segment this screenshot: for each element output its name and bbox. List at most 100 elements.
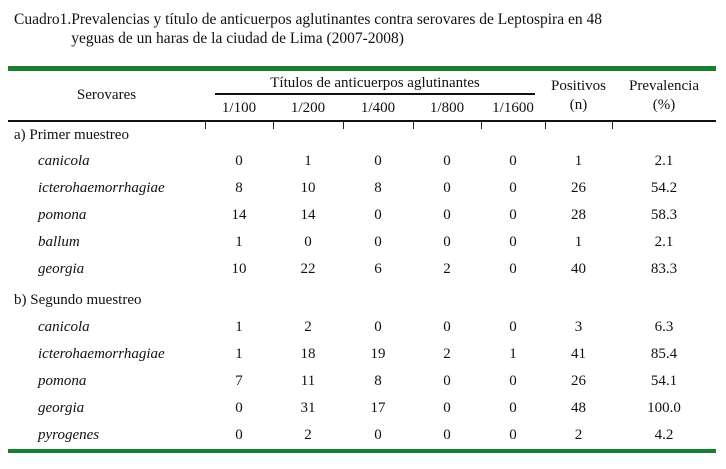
titer-1-400-cell: 0 <box>374 153 382 169</box>
table-caption: Cuadro1. Prevalencias y título de anticu… <box>14 10 716 48</box>
titer-1-200-cell: 18 <box>300 346 316 362</box>
caption-text: Prevalencias y título de anticuerpos agl… <box>71 11 602 47</box>
titer-1-400-cell: 6 <box>374 261 382 277</box>
titer-1-400-cell: 17 <box>370 400 386 416</box>
column-divider-tick <box>343 122 344 129</box>
table-row: georgia 10 22 6 2 0 40 83.3 <box>8 256 716 283</box>
table-row: pomona 14 14 0 0 0 28 58.3 <box>8 202 716 229</box>
header-dilution-1-800: 1/800 <box>413 97 481 122</box>
prevalencia-cell: 2.1 <box>654 234 674 250</box>
titer-1-400-cell: 19 <box>370 346 386 362</box>
titer-1-400-cell: 0 <box>374 207 382 223</box>
titer-1-800-cell: 0 <box>443 427 451 443</box>
positivos-cell: 28 <box>571 207 586 223</box>
titer-1-100-cell: 7 <box>235 373 243 389</box>
section-header-row: a) Primer muestreo <box>8 121 716 148</box>
titer-1-200-cell: 2 <box>304 427 312 443</box>
titer-1-200-cell: 0 <box>304 234 312 250</box>
column-divider-tick <box>545 122 546 129</box>
titer-1-100-cell: 1 <box>235 346 243 362</box>
titer-1-1600-cell: 1 <box>509 346 517 362</box>
titer-1-200-cell: 22 <box>300 261 316 277</box>
titer-1-100-cell: 8 <box>235 180 243 196</box>
titer-1-400-cell: 8 <box>374 373 382 389</box>
header-positivos: Positivos (n) <box>545 71 612 122</box>
titer-1-1600-cell: 0 <box>509 373 517 389</box>
table-row: georgia 0 31 17 0 0 48 100.0 <box>8 395 716 422</box>
table-row: canicola 1 2 0 0 0 3 6.3 <box>8 314 716 341</box>
prevalencia-cell: 2.1 <box>654 153 674 169</box>
header-prevalencia: Prevalencia (%) <box>612 71 716 122</box>
prevalencia-cell: 54.2 <box>650 180 678 196</box>
serovar-name-cell: pomona <box>38 207 87 223</box>
prevalencia-cell: 6.3 <box>654 319 674 335</box>
titer-1-800-cell: 0 <box>443 319 451 335</box>
positivos-cell: 1 <box>574 234 583 250</box>
titer-1-200-cell: 10 <box>300 180 316 196</box>
serovar-name-cell: georgia <box>38 261 85 277</box>
titer-1-800-cell: 0 <box>443 234 451 250</box>
positivos-cell: 3 <box>574 319 583 335</box>
prevalencia-cell: 54.1 <box>650 373 678 389</box>
prevalencia-cell: 4.2 <box>654 427 674 443</box>
positivos-cell: 40 <box>571 261 586 277</box>
header-dilution-1-1600: 1/1600 <box>481 97 545 122</box>
titer-1-400-cell: 0 <box>374 427 382 443</box>
titer-1-800-cell: 0 <box>443 207 451 223</box>
column-divider-tick <box>612 122 613 129</box>
positivos-cell: 2 <box>574 427 583 443</box>
table-row: pyrogenes 0 2 0 0 0 2 4.2 <box>8 422 716 449</box>
titer-1-1600-cell: 0 <box>509 400 517 416</box>
titer-1-1600-cell: 0 <box>509 427 517 443</box>
header-prevalencia-line1: Prevalencia <box>629 77 699 94</box>
serovar-name-cell: canicola <box>38 153 90 169</box>
header-titers-group: Títulos de anticuerpos aglutinantes <box>205 71 545 97</box>
positivos-cell: 1 <box>574 153 583 169</box>
prevalencia-cell: 100.0 <box>647 400 681 416</box>
column-divider-tick <box>205 122 206 129</box>
section-label: a) Primer muestreo <box>14 126 129 143</box>
table-header: Serovares Títulos de anticuerpos aglutin… <box>8 71 716 122</box>
table-body: a) Primer muestreo canicola 0 1 0 0 0 1 … <box>8 121 716 449</box>
titer-1-100-cell: 0 <box>235 400 243 416</box>
titer-1-200-cell: 11 <box>300 373 316 389</box>
titer-1-100-cell: 1 <box>235 234 243 250</box>
positivos-cell: 41 <box>571 346 586 362</box>
titer-1-1600-cell: 0 <box>509 153 517 169</box>
titer-1-100-cell: 0 <box>235 153 243 169</box>
table-row: ballum 1 0 0 0 0 1 2.1 <box>8 229 716 256</box>
serovar-name-cell: icterohaemorrhagiae <box>38 346 165 362</box>
titer-1-800-cell: 0 <box>443 373 451 389</box>
titer-1-800-cell: 0 <box>443 153 451 169</box>
prevalencia-cell: 58.3 <box>650 207 678 223</box>
prevalencia-cell: 85.4 <box>650 346 678 362</box>
titer-1-200-cell: 2 <box>304 319 312 335</box>
caption-number: Cuadro1. <box>14 11 72 28</box>
titer-1-100-cell: 14 <box>231 207 247 223</box>
titer-1-100-cell: 0 <box>235 427 243 443</box>
data-table-wrapper: Serovares Títulos de anticuerpos aglutin… <box>8 66 716 453</box>
titer-1-400-cell: 0 <box>374 234 382 250</box>
titer-1-400-cell: 0 <box>374 319 382 335</box>
serovar-name-cell: ballum <box>38 234 80 250</box>
titer-1-800-cell: 2 <box>443 261 451 277</box>
serovar-name-cell: georgia <box>38 400 85 416</box>
table-row: icterohaemorrhagiae 1 18 19 2 1 41 85.4 <box>8 341 716 368</box>
titer-1-200-cell: 31 <box>300 400 316 416</box>
titer-1-1600-cell: 0 <box>509 207 517 223</box>
prevalence-table: Serovares Títulos de anticuerpos aglutin… <box>8 71 716 449</box>
table-row: pomona 7 11 8 0 0 26 54.1 <box>8 368 716 395</box>
header-titers-group-label: Títulos de anticuerpos aglutinantes <box>215 73 535 95</box>
header-dilution-1-400: 1/400 <box>343 97 413 122</box>
header-positivos-line2: (n) <box>569 96 588 113</box>
serovar-name-cell: icterohaemorrhagiae <box>38 180 165 196</box>
prevalencia-cell: 83.3 <box>650 261 678 277</box>
titer-1-100-cell: 1 <box>235 319 243 335</box>
section-label: b) Segundo muestreo <box>14 292 142 308</box>
titer-1-400-cell: 8 <box>374 180 382 196</box>
table-row: canicola 0 1 0 0 0 1 2.1 <box>8 148 716 175</box>
titer-1-1600-cell: 0 <box>509 234 517 250</box>
header-dilution-1-200: 1/200 <box>273 97 343 122</box>
column-divider-tick <box>273 122 274 129</box>
